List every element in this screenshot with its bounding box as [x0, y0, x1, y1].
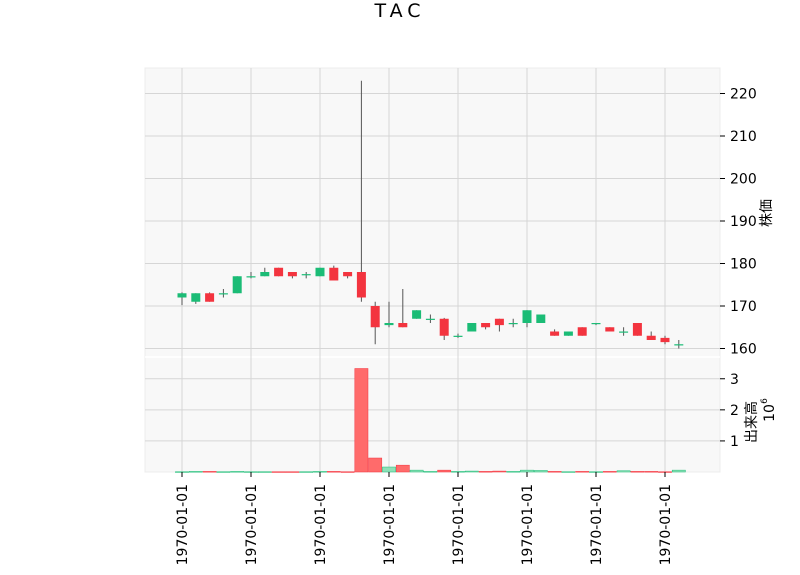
- candle-body: [246, 276, 256, 278]
- candle-body: [522, 310, 532, 323]
- price-axis-label: 株価: [759, 199, 775, 227]
- candle-body: [577, 327, 587, 336]
- volume-bar: [202, 471, 217, 473]
- volume-bar: [230, 471, 245, 473]
- x-tick-label: 1970-01-01: [382, 484, 398, 565]
- volume-bar: [216, 471, 231, 473]
- volume-bar: [506, 471, 521, 473]
- candle-body: [315, 267, 325, 277]
- volume-bar: [395, 464, 410, 473]
- volume-bar: [423, 471, 438, 473]
- volume-bar: [382, 466, 396, 473]
- price-tick-label: 220: [730, 87, 757, 103]
- candle-body: [508, 323, 518, 325]
- price-tick-label: 210: [730, 129, 757, 145]
- candle-body: [218, 293, 228, 295]
- x-tick-label: 1970-01-01: [175, 484, 191, 565]
- candle-body: [439, 318, 449, 336]
- candle-body: [412, 310, 422, 319]
- x-tick-label: 1970-01-01: [313, 484, 329, 565]
- candle-body: [356, 272, 366, 298]
- candle-body: [398, 323, 408, 328]
- volume-bar: [271, 471, 286, 473]
- volume-tick-label: 2: [730, 403, 739, 419]
- candle-body: [563, 331, 573, 336]
- volume-bar: [533, 470, 548, 473]
- candle-body: [274, 267, 284, 277]
- volume-bar: [616, 470, 631, 473]
- candle-body: [660, 337, 670, 343]
- candle-body: [619, 331, 629, 333]
- volume-bar: [547, 471, 562, 473]
- candle-body: [674, 344, 684, 346]
- volume-panel-bg: [144, 356, 721, 473]
- x-tick-label: 1970-01-01: [520, 484, 536, 565]
- candle-body: [536, 314, 546, 323]
- candle-body: [494, 318, 504, 326]
- volume-bar: [354, 368, 369, 473]
- volume-bar: [188, 471, 203, 473]
- volume-bar: [644, 471, 659, 473]
- volume-bar: [492, 470, 507, 473]
- volume-bar: [437, 469, 452, 473]
- candle-body: [329, 267, 339, 281]
- chart-title: TAC: [374, 0, 426, 22]
- volume-bar: [520, 469, 534, 473]
- volume-bar: [575, 471, 590, 473]
- x-tick-label: 1970-01-01: [658, 484, 674, 565]
- price-tick-label: 180: [730, 257, 757, 273]
- volume-bar: [409, 469, 424, 473]
- volume-tick-label: 3: [730, 372, 739, 388]
- volume-bar: [257, 471, 272, 473]
- candle-body: [605, 327, 615, 332]
- volume-bar: [285, 471, 300, 473]
- candle-body: [205, 293, 215, 302]
- volume-tick-label: 1: [730, 434, 739, 450]
- price-tick-label: 170: [730, 299, 757, 315]
- volume-bar: [299, 471, 314, 473]
- candle-body: [343, 272, 353, 277]
- volume-bar: [561, 471, 576, 473]
- candle-body: [232, 276, 242, 294]
- candle-body: [425, 318, 435, 320]
- x-tick-label: 1970-01-01: [451, 484, 467, 565]
- candle-body: [260, 272, 270, 277]
- volume-axis-label: 出来高: [743, 401, 760, 443]
- volume-bar: [478, 471, 493, 473]
- candle-body: [550, 331, 560, 336]
- candle-body: [301, 274, 311, 276]
- x-tick-label: 1970-01-01: [589, 484, 605, 565]
- price-tick-label: 160: [730, 342, 757, 358]
- candle-body: [370, 306, 380, 328]
- volume-bar: [630, 471, 645, 473]
- candle-body: [384, 323, 394, 326]
- price-tick-label: 200: [730, 172, 757, 188]
- volume-bar: [602, 471, 617, 473]
- candle-body: [453, 335, 463, 337]
- candle-body: [191, 293, 201, 302]
- volume-bar: [671, 469, 686, 473]
- volume-bar: [368, 457, 383, 473]
- candle-body: [481, 323, 491, 328]
- candle-body: [287, 272, 297, 277]
- price-panel-bg: [144, 67, 721, 358]
- volume-bar: [326, 471, 341, 473]
- volume-scale-label: 10: [762, 404, 778, 422]
- candle-body: [177, 293, 187, 298]
- candle-body: [646, 335, 656, 340]
- candle-body: [467, 323, 477, 332]
- price-tick-label: 190: [730, 214, 757, 230]
- candle-body: [591, 323, 601, 325]
- volume-bar: [464, 470, 479, 473]
- candle-body: [632, 323, 642, 336]
- volume-scale-exponent: 6: [760, 398, 770, 404]
- x-tick-label: 1970-01-01: [244, 484, 260, 565]
- volume-bar: [340, 471, 355, 473]
